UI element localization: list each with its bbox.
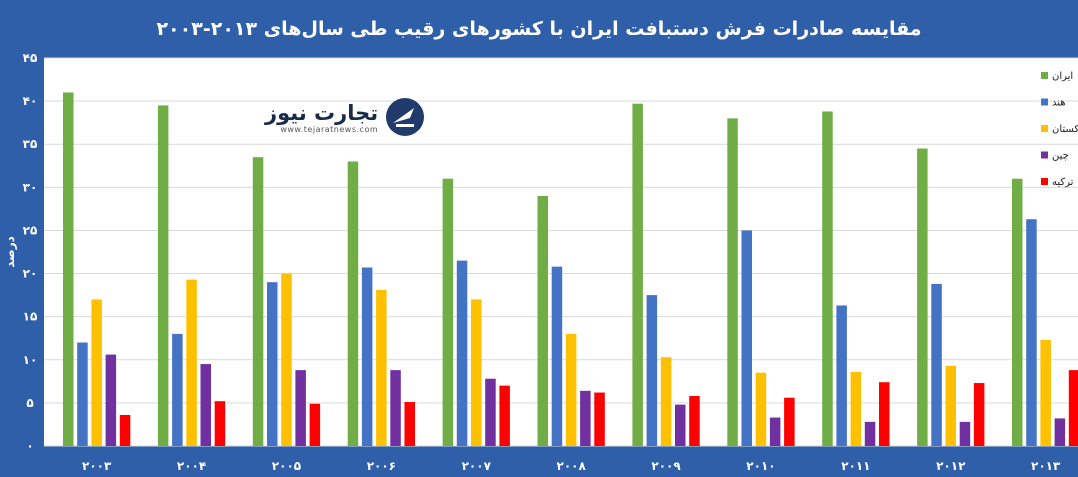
bar [973,383,985,446]
legend-swatch [1041,178,1048,185]
bar [172,333,183,446]
y-tick-label: ۴۰ [23,94,38,108]
legend-label: هند [1052,98,1066,109]
bar [864,421,876,446]
bar [390,370,401,446]
bar [295,370,306,446]
bars [63,92,1078,447]
legend-label: ترکیه [1052,177,1074,188]
legend-label: چین [1052,151,1069,162]
bar [755,372,767,446]
y-tick-label: ۳۵ [23,137,38,151]
legend-label: ایران [1052,71,1073,82]
bar [959,421,971,446]
y-tick-label: ۲۰ [23,267,38,281]
logo-icon [386,98,425,136]
x-tick-label: ۲۰۰۸ [557,459,587,473]
bar [442,178,454,446]
bar [917,148,928,447]
bar [689,395,700,446]
bar [63,92,74,446]
bar [499,385,510,446]
bar [836,305,847,446]
bar [404,402,415,446]
x-tick-label: ۲۰۰۴ [177,459,206,473]
y-tick-label: ۳۰ [23,180,38,194]
bar [91,299,102,446]
x-tick-label: ۲۰۱۱ [841,459,870,473]
watermark-name: تجارت نیوز [265,100,379,125]
x-tick-label: ۲۰۱۰ [746,459,775,473]
bar [580,390,591,446]
x-tick-label: ۲۰۰۷ [462,459,492,473]
bar [537,195,548,446]
bar [157,105,169,446]
bar [309,403,321,446]
bar [281,273,292,446]
bar [822,111,833,447]
x-tick-label: ۲۰۰۵ [272,459,301,473]
bar [361,267,373,446]
bar [119,414,131,446]
watermark-logo: تجارت نیوز www.tejaratnews.com [265,92,440,142]
bar [675,404,686,446]
legend: ایران هند پاکستان چین ترکیه [1041,71,1078,188]
bar [186,279,197,446]
x-tick-label: ۲۰۱۲ [936,459,966,473]
y-tick-label: ۴۵ [23,51,38,65]
bar [660,357,672,446]
bar [565,333,577,446]
legend-swatch [1041,98,1048,106]
y-axis-label: درصد [3,236,17,268]
y-tick-label: ۰ [26,439,33,453]
bar [252,157,264,446]
bar [214,401,226,446]
x-tick-label: ۲۰۱۳ [1031,459,1061,473]
bar [376,289,387,446]
bar [471,299,482,446]
bar [594,392,605,446]
y-tick-label: ۲۵ [23,223,38,237]
x-tick-label: ۲۰۰۳ [82,459,112,473]
bar [632,103,643,446]
bar [769,417,781,446]
bar [784,397,795,446]
x-tick-label: ۲۰۰۶ [367,459,396,473]
y-axis-ticks: ۰ ۵ ۱۰ ۱۵ ۲۰ ۲۵ ۳۰ ۳۵ ۴۰ ۴۵ [23,51,38,453]
bar [200,364,211,446]
legend-label: پاکستان [1052,124,1078,135]
bar [850,371,862,446]
bar [741,230,752,446]
bar [945,365,956,446]
bar [485,378,496,446]
legend-swatch [1041,151,1048,159]
bar [931,283,942,446]
bar [879,382,890,446]
x-tick-label: ۲۰۰۹ [651,459,681,473]
bar [1012,178,1023,446]
bar [1068,370,1078,446]
bar [551,266,563,446]
bar [456,260,468,446]
bar [1054,418,1066,446]
x-axis-ticks: ۲۰۰۳ ۲۰۰۴ ۲۰۰۵ ۲۰۰۶ ۲۰۰۷ ۲۰۰۸ ۲۰۰۹ ۲۰۱۰ ۲۰۱۱ ۲۰۱۲… [82,459,1061,473]
y-tick-label: ۱۵ [23,310,38,324]
bar [646,295,658,446]
bar [267,282,278,446]
bar [727,118,738,446]
watermark-url: www.tejaratnews.com [280,124,379,134]
y-tick-label: ۵ [26,396,33,410]
bar [77,342,88,446]
chart-title: مقایسه صادرات فرش دستبافت ایران با کشوره… [156,18,922,40]
legend-swatch [1041,72,1048,79]
legend-swatch [1041,125,1048,132]
bar [105,354,117,446]
y-tick-label: ۱۰ [23,353,38,367]
bar [1026,219,1037,446]
bar [1040,339,1051,446]
bar [347,161,359,446]
